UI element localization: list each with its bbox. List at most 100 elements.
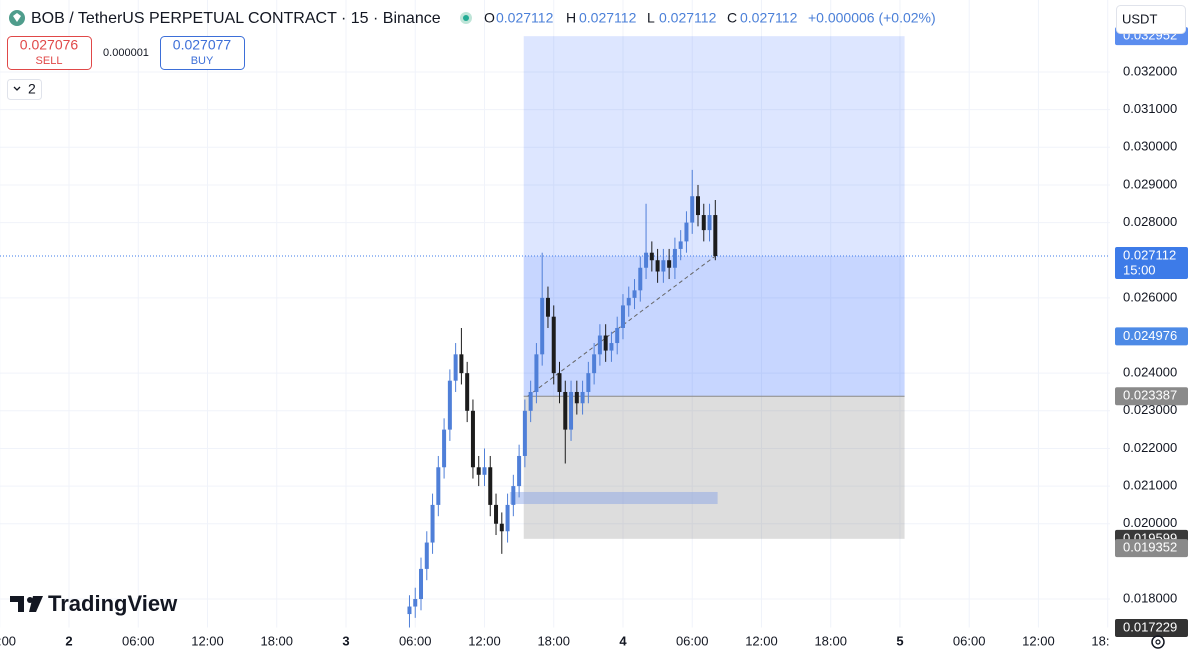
candle-body xyxy=(569,391,574,430)
price-marker xyxy=(1115,387,1188,406)
price-marker xyxy=(1115,619,1188,638)
x-tick-label: 06:00 xyxy=(122,633,155,648)
candle-body xyxy=(707,215,712,231)
x-tick-label: 12:00 xyxy=(1022,633,1055,648)
candle-body xyxy=(551,316,556,374)
x-tick-label: 06:00 xyxy=(399,633,432,648)
candle-body xyxy=(655,260,660,272)
currency: USDT xyxy=(1122,11,1157,26)
sell-price: 0.027076 xyxy=(20,37,79,53)
candle-body xyxy=(494,504,499,524)
open-profit-zone xyxy=(523,256,905,397)
candle-body xyxy=(540,297,545,355)
candle-body xyxy=(644,252,649,268)
price-marker-label: 0.023387 xyxy=(1123,388,1177,403)
chevron xyxy=(13,86,21,91)
candle-body xyxy=(522,410,527,456)
candle-body xyxy=(453,354,458,381)
settings-icon-core xyxy=(1155,639,1161,645)
candle-body xyxy=(667,260,672,268)
candle-body xyxy=(447,380,452,430)
candle-body xyxy=(430,504,435,543)
y-tick-label: 0.028000 xyxy=(1123,214,1177,229)
x-tick-label: 18:00 xyxy=(814,633,847,648)
candle-body xyxy=(505,504,510,532)
candle-body xyxy=(574,391,579,404)
candle-body xyxy=(597,335,602,355)
x-tick-label: 18:00 xyxy=(0,633,16,648)
change: +0.000006 (+0.02%) xyxy=(808,10,936,26)
buy-label: BUY xyxy=(191,55,214,67)
candle-body xyxy=(499,523,504,532)
candle-body xyxy=(649,252,654,261)
y-tick-label: 0.026000 xyxy=(1123,289,1177,304)
candle-body xyxy=(465,373,470,411)
candle-body xyxy=(684,222,689,242)
candle-body xyxy=(690,196,695,223)
logo-mark xyxy=(29,596,43,612)
settings-icon[interactable] xyxy=(1151,635,1165,649)
y-tick-label: 0.024000 xyxy=(1123,365,1177,380)
candle-body xyxy=(476,467,481,475)
candle-body xyxy=(413,599,418,607)
x-tick-label: 4 xyxy=(619,633,627,648)
price-zone xyxy=(509,491,718,505)
x-tick-label: 12:00 xyxy=(468,633,501,648)
price-marker xyxy=(1115,539,1188,558)
candle-body xyxy=(603,335,608,351)
plot-area xyxy=(0,0,1110,630)
price-marker-label: 0.024976 xyxy=(1123,328,1177,343)
candle-body xyxy=(534,354,539,392)
candle-body xyxy=(678,241,683,249)
candle-body xyxy=(563,391,568,430)
candle-body xyxy=(632,290,637,298)
buy-price: 0.027077 xyxy=(173,37,232,53)
candle-body xyxy=(488,467,493,505)
y-tick-label: 0.018000 xyxy=(1123,590,1177,605)
candle-body xyxy=(615,327,620,344)
candle-body xyxy=(419,568,424,600)
y-tick-label: 0.029000 xyxy=(1123,176,1177,191)
candle-body xyxy=(586,373,591,392)
ohlc-value: 0.027112 xyxy=(740,10,798,26)
candle-body xyxy=(557,373,562,392)
x-tick-label: 12:00 xyxy=(191,633,224,648)
sell-label: SELL xyxy=(36,55,63,67)
ohlc-label: L xyxy=(647,10,655,26)
logo-mark xyxy=(10,596,24,612)
y-tick-label: 0.022000 xyxy=(1123,440,1177,455)
buy-button[interactable] xyxy=(160,36,245,70)
y-tick-label: 0.030000 xyxy=(1123,139,1177,154)
candle-body xyxy=(407,606,412,615)
ohlc-label: H xyxy=(566,10,576,26)
x-tick-label: 06:00 xyxy=(953,633,986,648)
price-marker-label: 0.027112 xyxy=(1123,247,1176,262)
symbol-title[interactable]: BOB / TetherUS PERPETUAL CONTRACT · 15 ·… xyxy=(31,10,441,27)
candle-body xyxy=(626,297,631,306)
price-marker xyxy=(1115,327,1188,346)
candle-body xyxy=(580,391,585,404)
status-dot-core xyxy=(463,15,469,21)
candle-body xyxy=(695,196,700,216)
y-tick-label: 0.032000 xyxy=(1123,63,1177,78)
logo: TradingView xyxy=(48,591,178,616)
ohlc-label: C xyxy=(727,10,737,26)
indicators-toggle[interactable] xyxy=(7,79,42,100)
candle-body xyxy=(442,429,447,468)
x-tick-label: 18:00 xyxy=(260,633,293,648)
sell-button[interactable] xyxy=(7,36,92,70)
candle-body xyxy=(528,391,533,411)
candle-body xyxy=(609,343,614,351)
x-tick-label: 18:00 xyxy=(537,633,570,648)
ohlc-label: O xyxy=(484,10,495,26)
candle-body xyxy=(482,467,487,475)
price-marker xyxy=(1115,247,1188,280)
time-axis xyxy=(0,628,1110,656)
candle-body xyxy=(511,486,516,505)
currency-button[interactable] xyxy=(1116,5,1186,34)
ohlc-value: 0.027112 xyxy=(496,10,554,26)
y-tick-label: 0.031000 xyxy=(1123,101,1177,116)
price-marker-label: 0.017229 xyxy=(1123,619,1177,634)
